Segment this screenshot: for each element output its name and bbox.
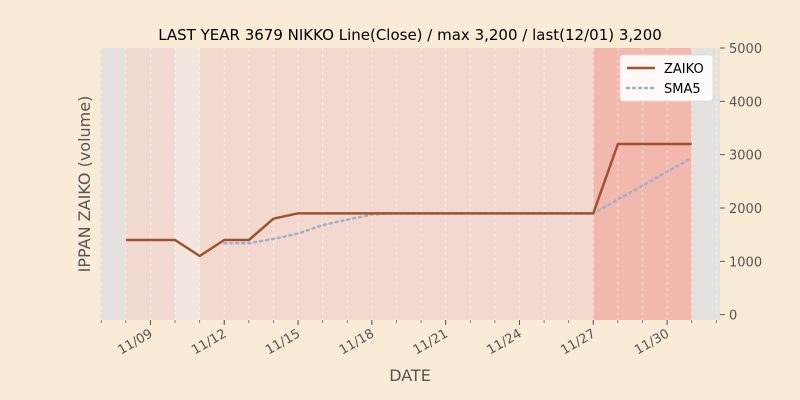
x-tick-label: 11/30 — [632, 326, 672, 358]
chart-title: LAST YEAR 3679 NIKKO Line(Close) / max 3… — [158, 26, 662, 44]
data-point-sma5 — [691, 157, 693, 159]
x-tick-label: 11/24 — [485, 326, 525, 358]
data-point-sma5 — [297, 232, 299, 234]
data-point-zaiko — [494, 212, 496, 214]
data-point-zaiko — [272, 217, 274, 219]
y-tick-label: 0 — [729, 309, 737, 324]
data-point-zaiko — [125, 239, 127, 241]
background-band — [100, 48, 126, 320]
legend-box — [619, 54, 714, 102]
x-tick-label: 11/12 — [189, 326, 229, 358]
y-tick-label: 5000 — [729, 42, 762, 57]
x-tick-label: 11/15 — [263, 326, 303, 358]
data-point-zaiko — [248, 239, 250, 241]
legend: ZAIKO SMA5 — [619, 54, 714, 102]
x-axis-ticks: 11/09 11/12 11/15 11/18 11/21 11/24 11/27 11/30 — [100, 320, 717, 358]
data-point-sma5 — [272, 238, 274, 240]
data-point-zaiko — [567, 212, 569, 214]
data-point-zaiko — [469, 212, 471, 214]
data-point-sma5 — [617, 198, 619, 200]
data-point-sma5 — [248, 242, 250, 244]
data-point-zaiko — [691, 143, 693, 145]
legend-label-sma5: SMA5 — [664, 82, 701, 97]
data-point-zaiko — [395, 212, 397, 214]
data-point-zaiko — [617, 143, 619, 145]
y-tick-label: 4000 — [729, 95, 762, 110]
data-point-zaiko — [223, 239, 225, 241]
data-point-sma5 — [666, 171, 668, 173]
background-band — [199, 48, 594, 320]
y-tick-label: 2000 — [729, 202, 762, 217]
data-point-zaiko — [543, 212, 545, 214]
data-point-zaiko — [321, 212, 323, 214]
data-point-zaiko — [592, 212, 594, 214]
data-point-zaiko — [518, 212, 520, 214]
x-tick-label: 11/21 — [411, 326, 451, 358]
y-tick-label: 1000 — [729, 255, 762, 270]
y-axis-label: IPPAN ZAIKO (volume) — [75, 96, 94, 273]
background-bands — [100, 48, 720, 320]
series-layer — [125, 142, 693, 258]
data-point-sma5 — [223, 242, 225, 244]
series-line-zaiko — [125, 142, 692, 258]
data-point-zaiko — [420, 212, 422, 214]
data-point-zaiko — [346, 212, 348, 214]
x-tick-label: 11/18 — [337, 326, 377, 358]
data-point-zaiko — [174, 239, 176, 241]
data-point-zaiko — [198, 255, 200, 257]
data-point-zaiko — [297, 212, 299, 214]
data-point-zaiko — [666, 143, 668, 145]
data-point-sma5 — [321, 224, 323, 226]
data-point-zaiko — [444, 212, 446, 214]
data-point-zaiko — [371, 212, 373, 214]
data-point-sma5 — [346, 219, 348, 221]
data-point-sma5 — [641, 184, 643, 186]
x-tick-label: 11/27 — [558, 326, 598, 358]
data-point-zaiko — [641, 143, 643, 145]
legend-label-zaiko: ZAIKO — [664, 62, 704, 77]
x-tick-label: 11/09 — [115, 326, 155, 358]
y-tick-label: 3000 — [729, 149, 762, 164]
background-band — [125, 48, 176, 320]
y-axis-ticks: 0 1000 2000 3000 4000 5000 — [720, 42, 762, 324]
data-point-zaiko — [149, 239, 151, 241]
series-line-sma5 — [223, 156, 693, 245]
background-band — [175, 48, 200, 320]
x-axis-label: DATE — [389, 366, 431, 385]
